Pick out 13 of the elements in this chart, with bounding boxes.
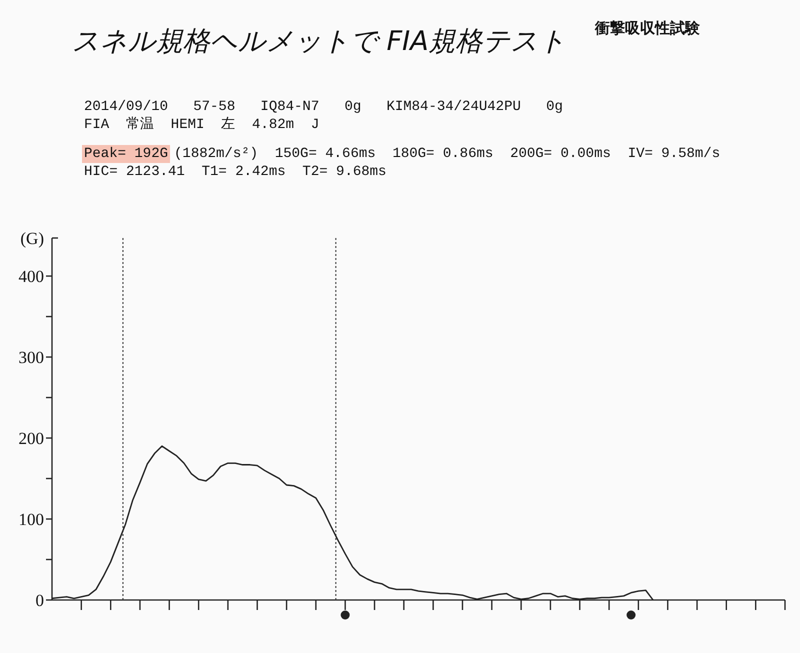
y-tick-label: 200 <box>18 429 44 448</box>
y-tick-label: 400 <box>18 267 44 286</box>
text: 2014/09/10 57-58 IQ84-N7 0g KIM84-34/24U42PU 0g <box>84 99 563 115</box>
chart-subtitle: 衝撃吸収性試験 <box>594 20 701 37</box>
text: FIA 常温 HEMI 左 4.82m J <box>84 116 320 133</box>
y-axis-title: (G) <box>20 229 44 248</box>
text: Peak= 192G <box>84 146 168 162</box>
text: (1882m/s²) 150G= 4.66ms 180G= 0.86ms 200G= 0.00ms IV= 9.58m/s <box>174 146 720 162</box>
y-tick-label: 0 <box>36 591 44 610</box>
text: HIC= 2123.41 T1= 2.42ms T2= 9.68ms <box>84 164 386 180</box>
y-tick-label: 100 <box>18 510 44 530</box>
y-tick-label: 300 <box>18 348 44 368</box>
chart-title: スネル規格ヘルメットで FIA規格テスト <box>72 26 567 57</box>
